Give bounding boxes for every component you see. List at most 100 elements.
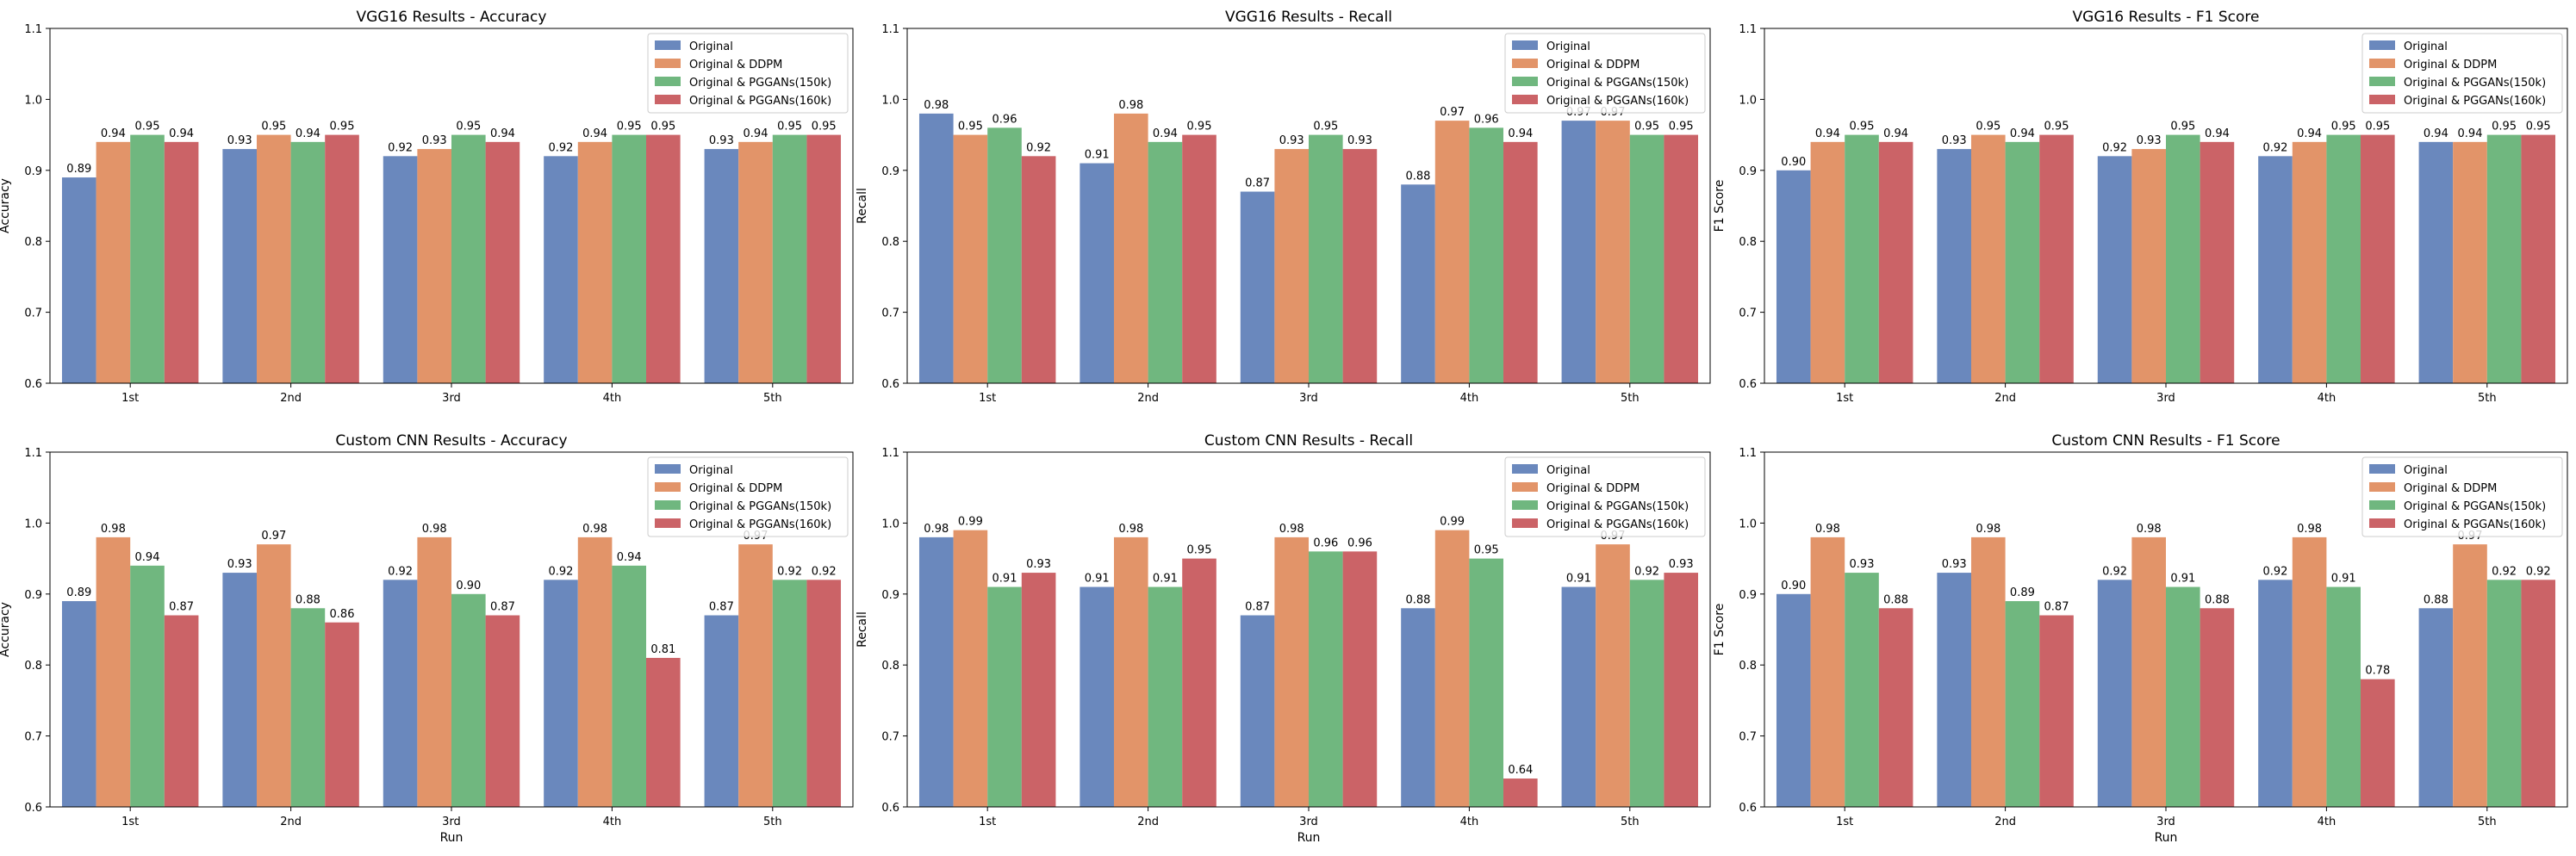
data-label: 0.89 — [66, 163, 91, 176]
bar — [1664, 134, 1699, 383]
legend-swatch — [655, 464, 681, 474]
y-tick-label: 0.8 — [1739, 236, 1757, 249]
data-label: 0.93 — [1347, 134, 1372, 147]
bar — [1274, 537, 1309, 807]
bar — [772, 134, 807, 383]
bar — [646, 657, 681, 807]
bar — [1845, 573, 1879, 807]
y-tick-label: 1.1 — [1739, 447, 1757, 460]
data-label: 0.95 — [617, 121, 642, 133]
data-label: 0.94 — [1508, 127, 1533, 140]
y-tick-label: 1.0 — [24, 94, 42, 107]
data-label: 0.95 — [135, 121, 160, 133]
data-label: 0.90 — [1781, 580, 1806, 592]
legend-swatch — [655, 518, 681, 528]
x-tick-label: 1st — [1836, 816, 1853, 828]
legend-box — [1504, 456, 1706, 537]
chart-panel: VGG16 Results - Recall 0.6 0.7 0.8 0.9 1.0 1.1… — [856, 9, 1711, 405]
y-tick-label: 0.6 — [24, 378, 42, 391]
data-label: 0.92 — [388, 141, 413, 154]
legend-box — [1504, 33, 1706, 114]
x-tick-label: 3rd — [442, 816, 461, 828]
data-label: 0.94 — [490, 127, 515, 140]
data-label: 0.94 — [101, 127, 126, 140]
data-label: 0.93 — [227, 558, 252, 571]
y-tick-label: 1.0 — [1739, 518, 1757, 530]
data-label: 0.95 — [2331, 121, 2356, 133]
legend: Original Original & DDPM Original & PGGANs… — [1504, 33, 1706, 114]
bar — [2418, 608, 2454, 807]
y-axis-label: F1 Score — [1713, 180, 1727, 233]
data-label: 0.98 — [582, 523, 607, 536]
data-label: 0.94 — [2010, 127, 2035, 140]
legend-box — [2361, 33, 2563, 114]
bar — [1776, 170, 1811, 383]
x-tick-label: 3rd — [1299, 816, 1318, 828]
bar — [1113, 113, 1148, 383]
legend-box — [647, 33, 849, 114]
y-tick-label: 0.7 — [881, 307, 899, 320]
y-tick-label: 1.1 — [1739, 23, 1757, 36]
data-label: 0.78 — [2365, 665, 2390, 678]
bar — [704, 149, 739, 383]
legend-entry: Original & DDPM — [689, 482, 782, 495]
y-tick-label: 1.1 — [881, 23, 899, 36]
bar — [451, 593, 486, 807]
data-label: 0.95 — [812, 121, 837, 133]
data-label: 0.92 — [549, 565, 574, 578]
bar — [1021, 573, 1056, 807]
y-tick-label: 0.9 — [1739, 165, 1757, 178]
y-tick-label: 1.0 — [24, 518, 42, 530]
x-tick-label: 5th — [1621, 816, 1640, 828]
legend-swatch — [1512, 518, 1538, 528]
legend-entry: Original & PGGANs(160k) — [2404, 95, 2546, 108]
y-tick-label: 0.7 — [1739, 307, 1757, 320]
data-label: 0.95 — [1634, 121, 1659, 133]
data-label: 0.94 — [1815, 127, 1840, 140]
data-label: 0.98 — [2297, 523, 2322, 536]
x-tick-label: 5th — [1621, 392, 1640, 405]
y-tick-label: 1.0 — [1739, 94, 1757, 107]
legend-swatch — [2369, 95, 2395, 104]
bar — [2039, 615, 2074, 807]
y-tick-label: 1.1 — [881, 447, 899, 460]
data-label: 0.94 — [2205, 127, 2230, 140]
data-label: 0.95 — [1850, 121, 1875, 133]
data-label: 0.92 — [2102, 141, 2127, 154]
data-label: 0.95 — [1313, 121, 1338, 133]
bar — [2486, 580, 2522, 807]
bar — [256, 544, 291, 807]
data-label: 0.95 — [2044, 121, 2069, 133]
bar — [1182, 558, 1216, 807]
bar — [383, 580, 418, 807]
bar — [918, 113, 954, 383]
legend-entry: Original & PGGANs(160k) — [689, 95, 831, 108]
x-tick-label: 2nd — [1137, 392, 1159, 405]
bar — [1309, 134, 1343, 383]
data-label: 0.94 — [169, 127, 194, 140]
bar — [544, 156, 578, 383]
bar — [2258, 580, 2293, 807]
data-label: 0.95 — [1187, 121, 1212, 133]
plot-frame — [906, 451, 1711, 808]
x-tick-label: 2nd — [280, 392, 302, 405]
bar — [1469, 127, 1504, 384]
bar — [325, 622, 359, 807]
bar — [290, 608, 326, 807]
bar — [61, 177, 96, 383]
bar — [1937, 149, 1971, 383]
data-label: 0.90 — [456, 580, 481, 592]
y-tick-label: 0.9 — [881, 589, 899, 602]
data-label: 0.94 — [617, 551, 642, 564]
data-label: 0.99 — [958, 516, 983, 529]
data-label: 0.93 — [709, 134, 734, 147]
legend-swatch — [655, 77, 681, 86]
bar — [738, 141, 773, 383]
data-label: 0.88 — [2424, 593, 2448, 606]
plot-frame — [1764, 451, 2568, 808]
bar — [222, 573, 257, 807]
data-label: 0.95 — [650, 121, 675, 133]
data-label: 0.92 — [2492, 565, 2517, 578]
chart-panel: VGG16 Results - Accuracy 0.6 0.7 0.8 0.9 1.0 1… — [0, 9, 854, 405]
